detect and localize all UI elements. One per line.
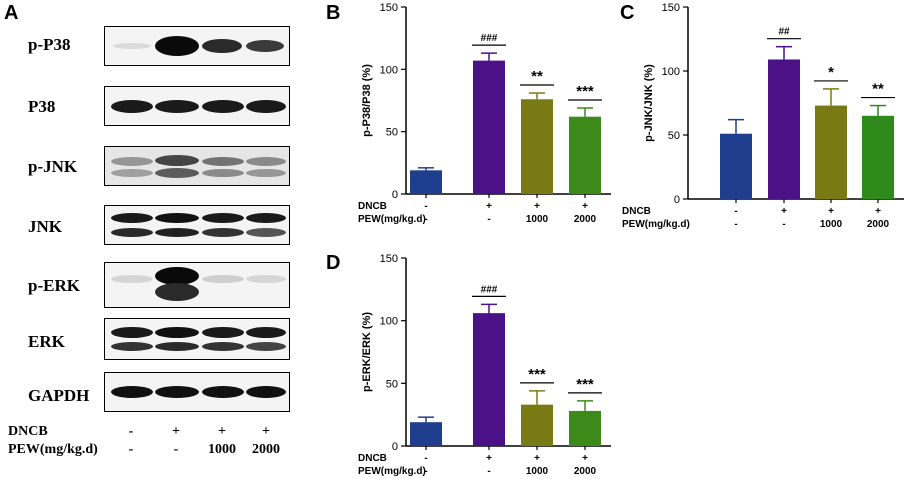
- blot-image-p-erk: [104, 262, 290, 308]
- blot-cond-pew-2: -: [173, 442, 179, 457]
- significance-b-2: ###: [481, 33, 498, 44]
- blot-cond-dncb-3: +: [218, 424, 226, 439]
- bar-b-2: [473, 60, 505, 195]
- y-tick-label-d-3: 150: [380, 253, 398, 265]
- blot-cond-pew-1: -: [128, 442, 134, 457]
- cond-value-c-0-1: +: [781, 206, 787, 217]
- cond-value-c-1-1: -: [782, 219, 785, 230]
- bar-c-1: [720, 133, 752, 199]
- panel-letter-c: C: [620, 2, 635, 24]
- blot-image-jnk: [104, 205, 290, 245]
- bar-d-3: [521, 404, 553, 446]
- y-tick-label-b-1: 50: [386, 127, 398, 139]
- blot-cond-dncb-4: +: [262, 424, 270, 439]
- y-axis-title-c: p-JNK/JNK (%): [643, 64, 655, 142]
- y-tick-label-b-0: 0: [392, 189, 398, 201]
- cond-label-d-0: DNCB: [358, 453, 387, 464]
- blot-label-jnk: JNK: [28, 217, 62, 236]
- y-tick-label-d-1: 50: [386, 378, 398, 390]
- cond-value-c-0-2: +: [828, 206, 834, 217]
- bar-d-1: [410, 422, 442, 446]
- significance-d-3: ***: [528, 366, 546, 383]
- cond-value-b-0-3: +: [582, 201, 588, 212]
- blot-label-p38: P38: [28, 97, 56, 116]
- blot-image-gapdh: [104, 372, 290, 412]
- cond-value-b-0-2: +: [534, 201, 540, 212]
- cond-value-d-1-0: -: [424, 466, 427, 477]
- blot-image-erk: [104, 318, 290, 360]
- cond-label-b-1: PEW(mg/kg.d): [358, 214, 426, 225]
- cond-value-d-0-3: +: [582, 453, 588, 464]
- blot-cond-dncb-2: +: [172, 424, 180, 439]
- cond-value-d-0-1: +: [486, 453, 492, 464]
- blot-cond-label-dncb: DNCB: [8, 424, 48, 439]
- cond-label-b-0: DNCB: [358, 201, 387, 212]
- significance-c-4: **: [872, 81, 884, 98]
- y-axis-title-b: p-P38/P38 (%): [361, 64, 373, 137]
- y-tick-label-b-3: 150: [380, 2, 398, 14]
- cond-value-d-0-2: +: [534, 453, 540, 464]
- blot-label-p-jnk: p-JNK: [28, 157, 78, 176]
- panel-letter-a: A: [4, 2, 19, 24]
- significance-c-3: *: [828, 64, 834, 81]
- blot-cond-dncb-1: -: [128, 424, 134, 439]
- cond-value-d-0-0: -: [424, 453, 427, 464]
- y-tick-label-c-2: 100: [662, 66, 680, 78]
- blot-image-p38: [104, 86, 290, 126]
- y-tick-label-c-1: 50: [668, 130, 680, 142]
- cond-value-b-0-1: +: [486, 201, 492, 212]
- cond-value-c-1-0: -: [734, 219, 737, 230]
- cond-value-b-1-3: 2000: [574, 214, 597, 225]
- blot-image-p-p38: [104, 26, 290, 66]
- blot-label-p-p38: p-P38: [28, 35, 71, 54]
- y-axis-title-d: p-ERK/ERK (%): [361, 312, 373, 392]
- cond-value-c-1-3: 2000: [867, 219, 890, 230]
- y-tick-label-c-0: 0: [674, 194, 680, 206]
- significance-b-3: **: [531, 68, 543, 85]
- cond-label-c-0: DNCB: [622, 206, 651, 217]
- cond-value-b-1-2: 1000: [526, 214, 549, 225]
- blot-cond-pew-3: 1000: [208, 442, 236, 457]
- cond-label-c-1: PEW(mg/kg.d): [622, 219, 690, 230]
- blot-cond-label-pew: PEW(mg/kg.d): [8, 442, 98, 457]
- y-tick-label-d-0: 0: [392, 441, 398, 453]
- panel-letter-b: B: [326, 2, 341, 24]
- blot-label-erk: ERK: [28, 332, 65, 351]
- bar-d-2: [473, 313, 505, 446]
- bar-b-3: [521, 99, 553, 194]
- cond-value-d-1-2: 1000: [526, 466, 549, 477]
- blot-label-p-erk: p-ERK: [28, 276, 80, 295]
- y-tick-label-b-2: 100: [380, 64, 398, 76]
- bar-b-1: [410, 170, 442, 194]
- y-tick-label-d-2: 100: [380, 316, 398, 328]
- cond-value-c-0-3: +: [875, 206, 881, 217]
- cond-value-b-1-0: -: [424, 214, 427, 225]
- bar-chart-d: 0 50 100 150 p-ERK/ERK (%) ### *** *** DNCB - + + + P…: [358, 253, 611, 477]
- blot-cond-pew-4: 2000: [252, 442, 280, 457]
- blot-label-gapdh: GAPDH: [28, 386, 90, 405]
- bar-c-4: [862, 115, 894, 199]
- cond-value-b-0-0: -: [424, 201, 427, 212]
- blot-image-p-jnk: [104, 146, 290, 186]
- bar-d-4: [569, 410, 601, 446]
- significance-c-2: ##: [778, 27, 790, 38]
- cond-value-c-0-0: -: [734, 206, 737, 217]
- cond-value-d-1-3: 2000: [574, 466, 597, 477]
- y-tick-label-c-3: 150: [662, 2, 680, 14]
- cond-value-c-1-2: 1000: [820, 219, 843, 230]
- significance-d-4: ***: [576, 376, 594, 393]
- significance-b-4: ***: [576, 83, 594, 100]
- bar-c-3: [815, 105, 847, 199]
- significance-d-2: ###: [481, 284, 498, 295]
- bar-b-4: [569, 116, 601, 194]
- cond-value-d-1-1: -: [487, 466, 490, 477]
- cond-label-d-1: PEW(mg/kg.d): [358, 466, 426, 477]
- panel-letter-d: D: [326, 252, 341, 274]
- cond-value-b-1-1: -: [487, 214, 490, 225]
- bar-c-2: [768, 59, 800, 200]
